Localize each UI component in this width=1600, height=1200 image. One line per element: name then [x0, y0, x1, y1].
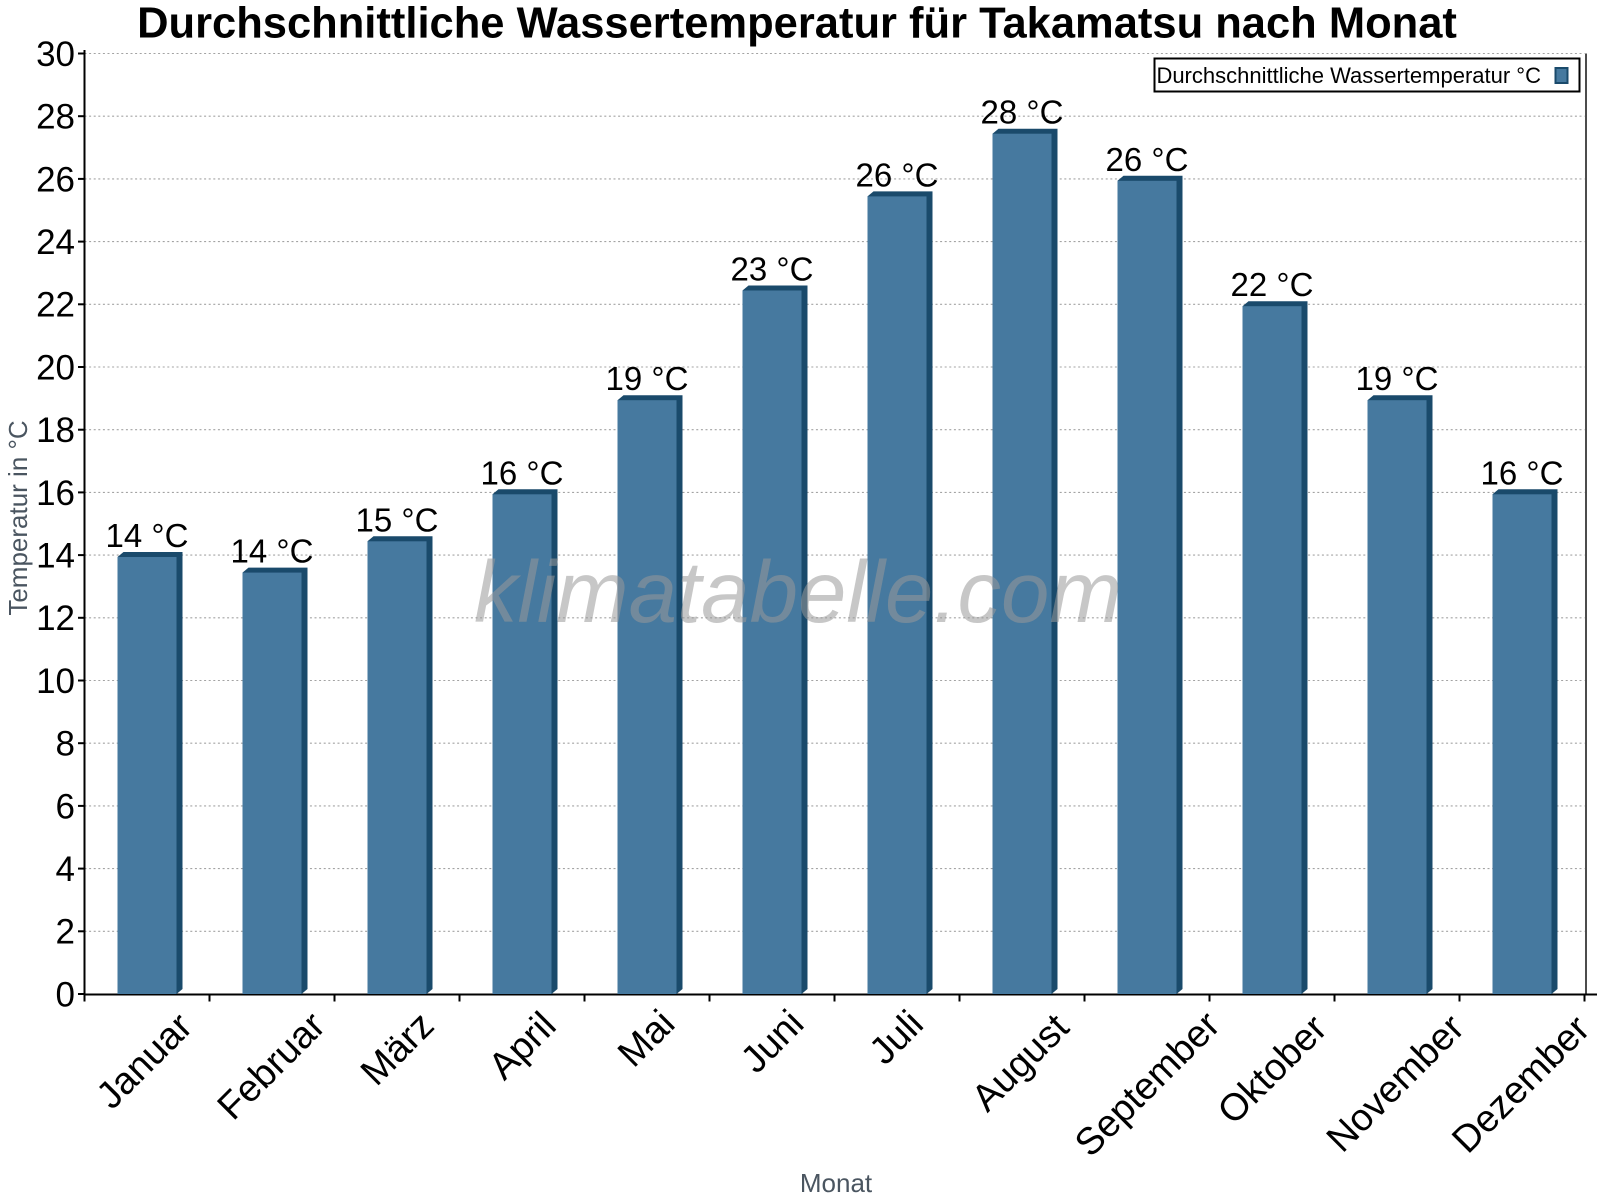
- svg-text:10: 10: [36, 662, 75, 701]
- svg-text:0: 0: [56, 975, 75, 1014]
- svg-text:klimatabelle.com: klimatabelle.com: [474, 544, 1122, 641]
- svg-text:Monat: Monat: [800, 1168, 873, 1198]
- svg-text:15 °C: 15 °C: [356, 501, 439, 538]
- svg-text:28 °C: 28 °C: [981, 94, 1064, 131]
- svg-text:14: 14: [36, 537, 75, 576]
- svg-text:14 °C: 14 °C: [231, 533, 314, 570]
- svg-text:26 °C: 26 °C: [856, 156, 939, 193]
- svg-text:16 °C: 16 °C: [481, 454, 564, 491]
- svg-text:23 °C: 23 °C: [731, 251, 814, 288]
- svg-text:6: 6: [56, 787, 75, 826]
- svg-text:2: 2: [56, 913, 75, 952]
- svg-text:16 °C: 16 °C: [1481, 454, 1564, 491]
- svg-text:26 °C: 26 °C: [1106, 141, 1189, 178]
- svg-text:19 °C: 19 °C: [606, 360, 689, 397]
- svg-text:19 °C: 19 °C: [1356, 360, 1439, 397]
- svg-text:18: 18: [36, 411, 75, 450]
- svg-text:20: 20: [36, 348, 75, 387]
- svg-text:4: 4: [56, 850, 75, 889]
- svg-text:26: 26: [36, 160, 75, 199]
- svg-text:Durchschnittliche Wassertemper: Durchschnittliche Wassertemperatur °C: [1156, 63, 1541, 88]
- svg-text:22: 22: [36, 286, 75, 325]
- svg-text:14 °C: 14 °C: [106, 517, 189, 554]
- svg-text:8: 8: [56, 725, 75, 764]
- svg-text:16: 16: [36, 474, 75, 513]
- svg-text:24: 24: [36, 223, 75, 262]
- svg-text:30: 30: [36, 35, 75, 74]
- svg-text:Temperatur in °C: Temperatur in °C: [3, 420, 33, 615]
- svg-text:28: 28: [36, 98, 75, 137]
- svg-text:12: 12: [36, 599, 75, 638]
- svg-text:Durchschnittliche Wassertemper: Durchschnittliche Wassertemperatur für T…: [137, 0, 1457, 48]
- svg-text:22 °C: 22 °C: [1231, 266, 1314, 303]
